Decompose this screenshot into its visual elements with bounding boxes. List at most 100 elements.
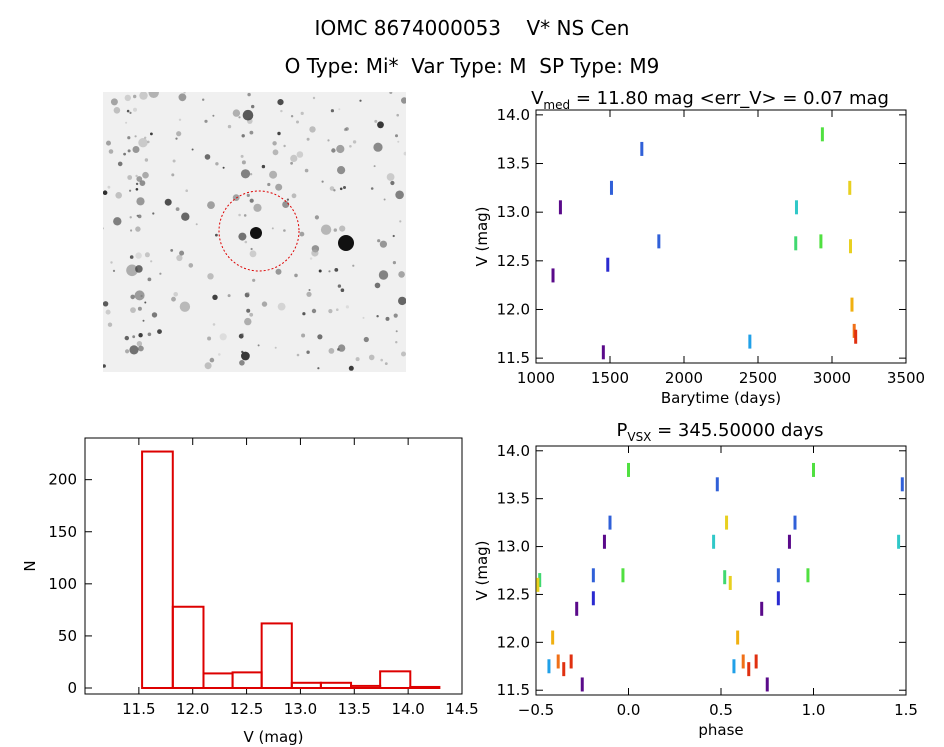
object-type: O Type: Mi* xyxy=(284,54,399,78)
sky-star xyxy=(363,336,369,343)
phase-xtick-label: 0.5 xyxy=(709,701,733,719)
phase-point xyxy=(747,662,751,677)
phase-point xyxy=(725,515,729,530)
sky-star xyxy=(144,158,149,162)
sky-star xyxy=(390,180,395,186)
histogram-xtick-label: 14.5 xyxy=(445,700,478,718)
sky-star xyxy=(241,350,244,354)
phase-point xyxy=(538,573,542,588)
phase-title: PVSX = 345.50000 days xyxy=(617,420,824,444)
sky-star xyxy=(215,162,219,166)
histogram-xtick-label: 12.0 xyxy=(176,700,209,718)
sky-star xyxy=(150,132,153,136)
sky-star xyxy=(329,186,335,191)
sky-star xyxy=(124,335,129,341)
sky-star xyxy=(238,333,244,339)
phase-point xyxy=(621,568,625,583)
phase-xtick-label: 1.0 xyxy=(802,701,826,719)
sky-star xyxy=(275,183,283,191)
sky-star xyxy=(134,290,145,301)
lightcurve-point xyxy=(601,345,605,360)
sky-star xyxy=(129,189,132,192)
sky-star xyxy=(148,92,159,98)
sky-star xyxy=(399,220,402,223)
lightcurve-xtick-label: 3000 xyxy=(813,369,851,387)
sky-star xyxy=(247,292,250,295)
phase-xlabel: phase xyxy=(698,721,743,739)
lightcurve-point xyxy=(558,200,562,215)
sky-star xyxy=(240,169,251,179)
sky-star xyxy=(171,296,176,302)
phase-ytick-label: 12.0 xyxy=(497,633,530,651)
lightcurve-title: Vmed = 11.80 mag <err_V> = 0.07 mag xyxy=(531,88,889,112)
sky-star xyxy=(219,333,227,341)
phase-point xyxy=(787,534,791,549)
sky-star xyxy=(188,263,194,268)
sky-star xyxy=(176,131,182,137)
sky-star xyxy=(403,151,406,156)
sky-star xyxy=(202,98,205,101)
chart-title-line2: O Type: Mi* Var Type: M SP Type: M9 xyxy=(0,54,944,78)
lightcurve-point xyxy=(854,329,858,344)
lightcurve-xtick-label: 1000 xyxy=(517,369,555,387)
sky-star xyxy=(352,264,355,267)
variable-type: Var Type: M xyxy=(411,54,527,78)
histogram-xtick-label: 14.0 xyxy=(391,700,424,718)
sky-star xyxy=(377,239,381,243)
sky-star xyxy=(339,187,343,191)
sky-star xyxy=(401,351,406,357)
sky-star xyxy=(269,170,278,179)
sky-star xyxy=(108,149,114,154)
sky-star xyxy=(173,292,178,297)
phase-point xyxy=(547,659,551,674)
sky-star xyxy=(142,319,145,322)
sky-star xyxy=(176,254,183,262)
sky-star xyxy=(306,350,310,354)
lightcurve-ytick-label: 12.0 xyxy=(497,300,530,318)
lightcurve-point xyxy=(748,334,752,349)
sky-star xyxy=(282,201,290,208)
sky-star xyxy=(337,284,342,288)
sky-star xyxy=(135,265,143,273)
sky-star xyxy=(396,113,400,117)
sky-star xyxy=(395,134,398,138)
sky-star xyxy=(112,269,116,272)
histogram-bar xyxy=(379,670,412,689)
sky-star xyxy=(139,92,148,100)
phase-point xyxy=(760,601,764,616)
sky-star xyxy=(257,344,260,347)
sky-star xyxy=(349,145,352,148)
sky-star xyxy=(302,312,306,316)
sky-star xyxy=(392,261,396,265)
phase-point xyxy=(562,662,566,677)
histogram-xlabel: V (mag) xyxy=(243,728,303,746)
sky-star xyxy=(159,272,162,275)
sky-star xyxy=(398,296,406,306)
histogram-ytick-label: 50 xyxy=(58,627,77,645)
sky-star xyxy=(107,322,113,327)
sky-star xyxy=(261,164,266,169)
sky-star xyxy=(238,232,247,241)
phase-point xyxy=(900,477,904,492)
phase-point xyxy=(591,591,595,606)
sky-star xyxy=(334,268,339,272)
phase-point xyxy=(580,677,584,692)
sky-star xyxy=(374,282,381,289)
phase-point xyxy=(723,570,727,585)
phase-point xyxy=(793,515,797,530)
lightcurve-ytick-label: 13.5 xyxy=(497,155,530,173)
histogram-ytick-label: 0 xyxy=(67,679,77,697)
sky-star xyxy=(373,142,383,152)
sky-star xyxy=(106,140,111,146)
lightcurve-point xyxy=(820,127,824,142)
sky-star xyxy=(300,111,304,115)
sky-star xyxy=(110,98,118,106)
lightcurve-point xyxy=(850,297,854,312)
sky-star xyxy=(339,225,346,232)
sky-star xyxy=(135,188,139,191)
sky-star xyxy=(309,126,316,133)
sky-star xyxy=(317,334,323,340)
histogram-bar xyxy=(319,681,353,690)
sky-star xyxy=(249,198,254,203)
phase-frame xyxy=(535,445,907,696)
